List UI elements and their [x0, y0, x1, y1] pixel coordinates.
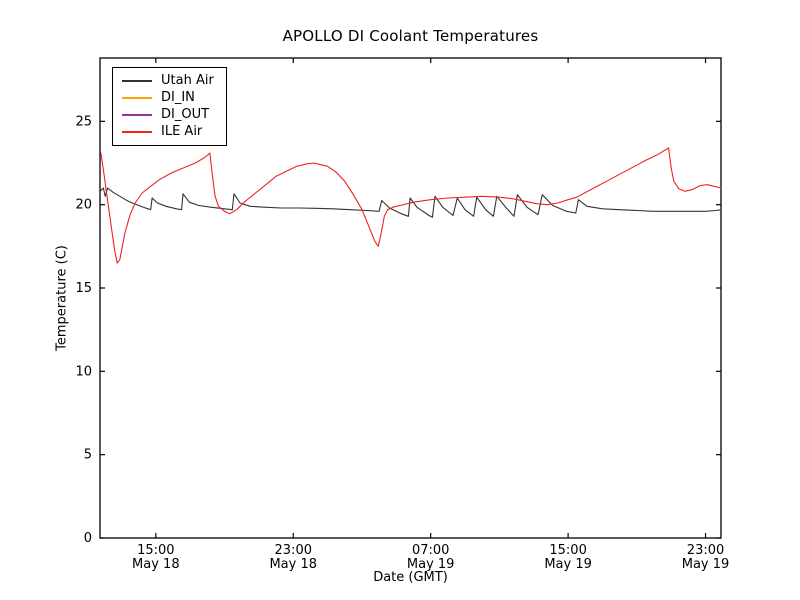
x-tick-label-time: 15:00	[137, 543, 174, 558]
legend-swatch	[122, 96, 152, 99]
x-tick-label-date: May 18	[269, 557, 317, 572]
legend-label: DI_OUT	[161, 107, 210, 122]
x-tick-label-date: May 19	[544, 557, 592, 572]
legend-swatch	[122, 79, 152, 82]
legend-label: ILE Air	[161, 124, 203, 139]
legend-item: DI_OUT	[122, 107, 214, 122]
legend-swatch	[122, 130, 152, 133]
legend-item: DI_IN	[122, 90, 214, 105]
x-tick-label-time: 23:00	[687, 543, 724, 558]
legend: Utah Air DI_IN DI_OUT ILE Air	[112, 67, 227, 146]
legend-label: Utah Air	[161, 73, 214, 88]
x-tick-label-time: 15:00	[549, 543, 586, 558]
legend-item: ILE Air	[122, 124, 214, 139]
plot-frame	[99, 57, 722, 539]
y-tick-label: 10	[75, 364, 92, 379]
legend-swatch	[122, 113, 152, 116]
x-tick-label-date: May 19	[407, 557, 455, 572]
y-tick-label: 15	[75, 281, 92, 296]
y-tick-label: 20	[75, 198, 92, 213]
legend-label: DI_IN	[161, 90, 195, 105]
chart-title: APOLLO DI Coolant Temperatures	[282, 27, 539, 45]
x-tick-label-time: 07:00	[412, 543, 449, 558]
x-tick-label-time: 23:00	[275, 543, 312, 558]
y-tick-label: 25	[75, 114, 92, 129]
y-tick-label: 5	[84, 448, 92, 463]
x-tick-label-date: May 18	[132, 557, 180, 572]
y-tick-label: 0	[84, 531, 92, 546]
x-axis-label: Date (GMT)	[373, 570, 448, 585]
x-tick-label-date: May 19	[682, 557, 730, 572]
legend-item: Utah Air	[122, 73, 214, 88]
series-line-utah-air	[100, 187, 722, 218]
series-line-ile-air	[100, 147, 722, 264]
